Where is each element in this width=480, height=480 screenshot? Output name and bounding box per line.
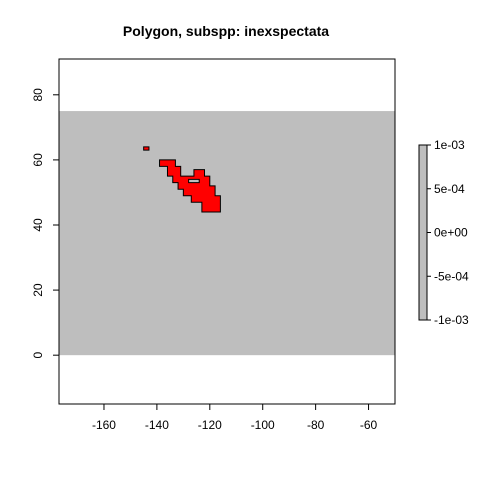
- y-tick-label: 80: [31, 88, 45, 102]
- polygon-part: [159, 159, 221, 213]
- x-tick-label: -60: [360, 418, 378, 432]
- legend-tick-label: 5e-04: [434, 182, 465, 196]
- chart-title: Polygon, subspp: inexspectata: [123, 23, 329, 39]
- x-tick-label: -160: [92, 418, 116, 432]
- y-axis: 0 20 40 60 80: [31, 88, 59, 359]
- x-tick-label: -80: [307, 418, 325, 432]
- y-tick-label: 20: [31, 283, 45, 297]
- x-tick-label: -140: [145, 418, 169, 432]
- plot-area: [58, 58, 396, 405]
- legend-tick-label: 1e-03: [434, 138, 465, 152]
- x-tick-label: -120: [198, 418, 222, 432]
- legend: 1e-03 5e-04 0e+00 -5e-04 -1e-03: [418, 138, 469, 327]
- legend-colorbar: [418, 144, 428, 321]
- plot-border: [58, 58, 396, 405]
- legend-tick-label: -5e-04: [434, 269, 469, 283]
- y-tick-label: 0: [31, 352, 45, 359]
- legend-tick-label: 0e+00: [434, 226, 468, 240]
- polygon-part: [143, 146, 150, 151]
- y-tick-label: 60: [31, 153, 45, 167]
- x-tick-label: -100: [251, 418, 275, 432]
- x-axis: -160 -140 -120 -100 -80 -60: [92, 404, 378, 432]
- y-tick-label: 40: [31, 218, 45, 232]
- legend-tick-label: -1e-03: [434, 313, 469, 327]
- raster-cells: [59, 111, 395, 356]
